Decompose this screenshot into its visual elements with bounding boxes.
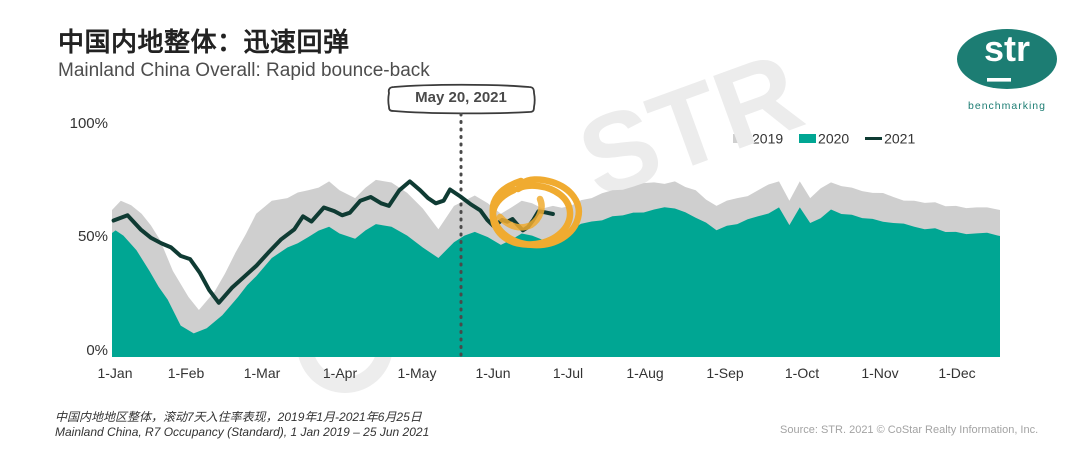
- svg-text:1-Jan: 1-Jan: [97, 365, 132, 381]
- svg-text:1-Mar: 1-Mar: [244, 365, 281, 381]
- svg-text:1-Aug: 1-Aug: [626, 365, 663, 381]
- svg-text:1-Apr: 1-Apr: [323, 365, 358, 381]
- svg-text:100%: 100%: [70, 115, 108, 132]
- svg-text:1-Oct: 1-Oct: [785, 365, 819, 381]
- svg-text:1-Jun: 1-Jun: [475, 365, 510, 381]
- svg-text:50%: 50%: [78, 228, 108, 245]
- svg-text:1-Dec: 1-Dec: [938, 365, 975, 381]
- svg-text:1-Feb: 1-Feb: [168, 365, 205, 381]
- svg-text:1-Nov: 1-Nov: [861, 365, 898, 381]
- svg-text:1-Sep: 1-Sep: [706, 365, 744, 381]
- svg-text:0%: 0%: [86, 342, 108, 359]
- svg-text:1-Jul: 1-Jul: [553, 365, 583, 381]
- svg-text:1-May: 1-May: [398, 365, 437, 381]
